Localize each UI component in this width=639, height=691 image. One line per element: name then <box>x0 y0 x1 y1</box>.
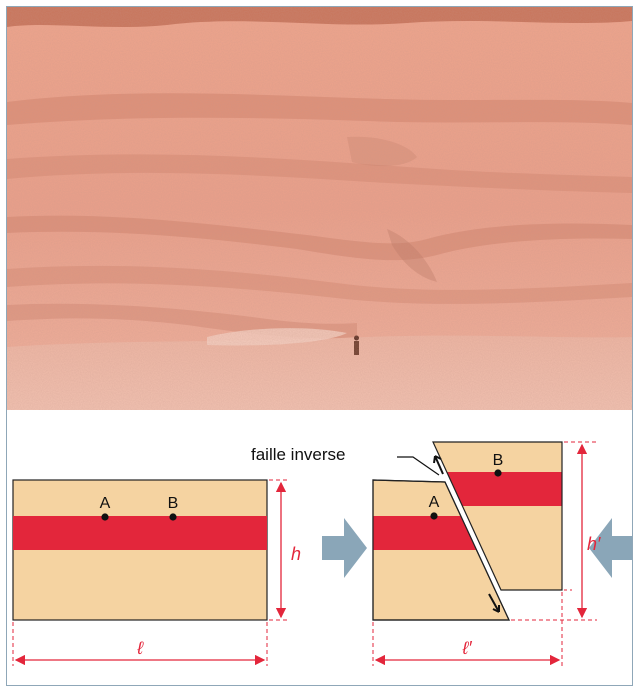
block-before: A B <box>12 479 268 621</box>
fault-diagram: A B h ℓ <box>7 410 632 685</box>
dimension-h-prime: h′ <box>511 441 601 621</box>
point-b-label-after: B <box>493 452 504 469</box>
fault-label: faille inverse <box>251 445 346 464</box>
outcrop-photo-svg <box>7 7 632 410</box>
height-after-label: h′ <box>587 534 601 554</box>
dimension-l-prime: ℓ′ <box>372 592 563 666</box>
point-a-label-after: A <box>429 494 440 511</box>
block-after: A B <box>372 441 563 621</box>
point-b-dot <box>169 513 177 521</box>
push-arrow-right <box>589 518 632 578</box>
point-a-dot <box>101 513 109 521</box>
fault-diagram-svg: A B h ℓ <box>12 441 632 666</box>
length-before-label: ℓ <box>136 638 144 658</box>
point-a-dot-after <box>430 512 438 520</box>
height-before-label: h <box>291 544 301 564</box>
push-arrow-left <box>322 518 367 578</box>
point-b-dot-after <box>494 469 502 477</box>
fault-label-leader <box>397 456 440 476</box>
point-b-label: B <box>168 495 179 512</box>
dimension-h: h <box>269 479 301 621</box>
figure-frame: A B h ℓ <box>6 6 633 686</box>
dimension-l: ℓ <box>12 622 268 666</box>
outcrop-photo <box>7 7 632 410</box>
slip-arrow-up <box>434 455 444 475</box>
block-before-red-layer <box>13 516 267 550</box>
slip-arrow-down <box>488 593 500 613</box>
point-a-label: A <box>100 495 111 512</box>
length-after-label: ℓ′ <box>461 638 472 658</box>
